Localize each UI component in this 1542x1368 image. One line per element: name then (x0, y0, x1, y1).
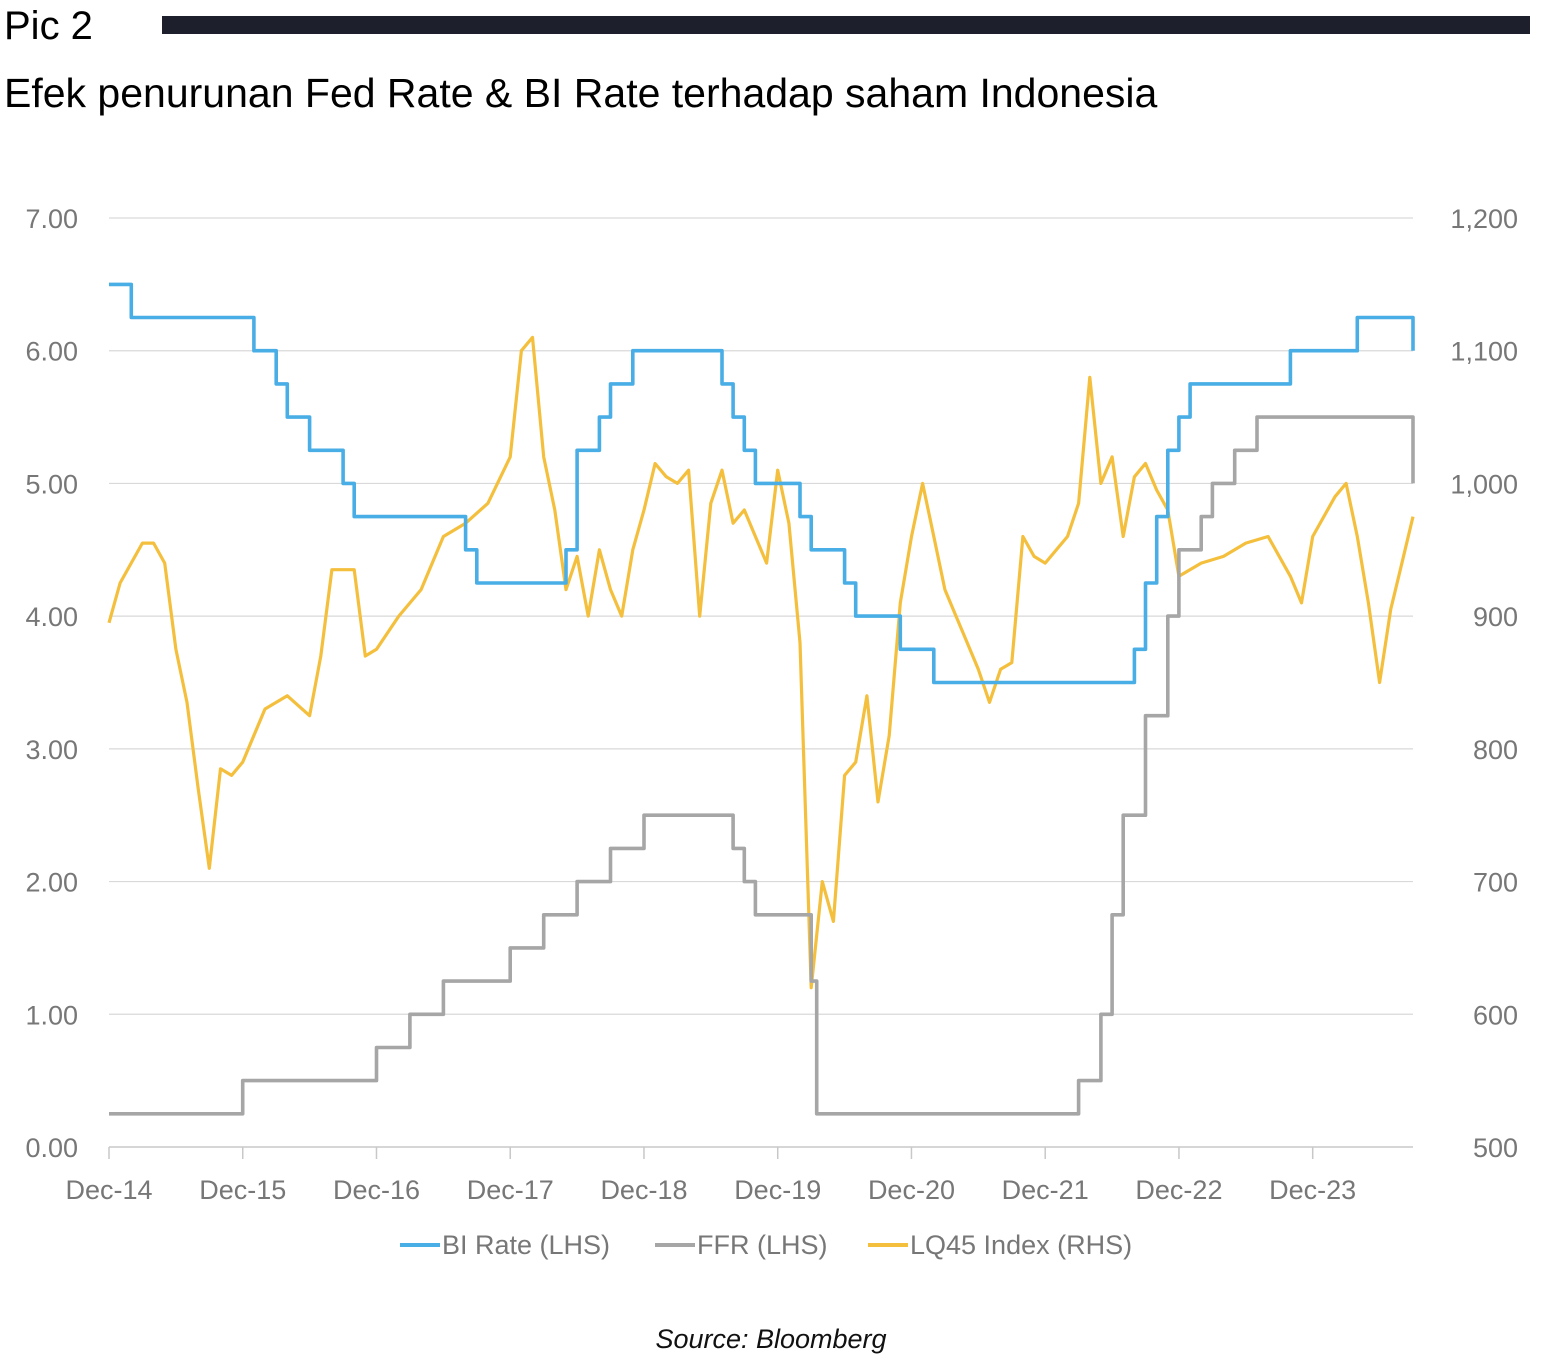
chart: 0.00 1.00 2.00 3.00 4.00 5.00 6.00 7.00 500 600 70… (25, 204, 1518, 1260)
series-line-ffr (109, 415, 1415, 1116)
x-tick-label: Dec-19 (734, 1175, 821, 1205)
y-right-tick-label: 900 (1473, 602, 1518, 632)
x-tick-label: Dec-22 (1135, 1175, 1222, 1205)
axes: 0.00 1.00 2.00 3.00 4.00 5.00 6.00 7.00 500 600 70… (25, 204, 1518, 1205)
x-tick-label: Dec-17 (467, 1175, 554, 1205)
x-tick-label: Dec-16 (333, 1175, 420, 1205)
legend-label: LQ45 Index (RHS) (910, 1230, 1132, 1260)
legend-label: BI Rate (LHS) (442, 1230, 610, 1260)
series-lines (107, 282, 1415, 1116)
series-line-bi-rate (109, 282, 1415, 685)
y-right-tick-label: 800 (1473, 735, 1518, 765)
x-tick-label: Dec-20 (868, 1175, 955, 1205)
y-left-tick-label: 6.00 (25, 337, 78, 367)
y-left-tick-label: 0.00 (25, 1133, 78, 1163)
x-tick-label: Dec-15 (199, 1175, 286, 1205)
y-right-tick-label: 700 (1473, 868, 1518, 898)
y-right-tick-label: 600 (1473, 1000, 1518, 1030)
chart-title: Efek penurunan Fed Rate & BI Rate terhad… (4, 70, 1158, 116)
y-left-tick-label: 1.00 (25, 1000, 78, 1030)
x-tick-label: Dec-18 (600, 1175, 687, 1205)
y-right-tick-label: 1,100 (1450, 337, 1518, 367)
y-left-tick-label: 3.00 (25, 735, 78, 765)
x-tick-label: Dec-23 (1269, 1175, 1356, 1205)
y-right-tick-label: 1,000 (1450, 469, 1518, 499)
y-left-tick-label: 2.00 (25, 868, 78, 898)
legend: BI Rate (LHS) FFR (LHS) LQ45 Index (RHS) (400, 1230, 1132, 1260)
gridlines (109, 217, 1413, 1015)
source-note: Source: Bloomberg (655, 1324, 887, 1354)
x-tick-label: Dec-21 (1002, 1175, 1089, 1205)
y-right-tick-label: 500 (1473, 1133, 1518, 1163)
header-rule (162, 16, 1530, 34)
x-tick-label: Dec-14 (65, 1175, 152, 1205)
y-left-tick-label: 7.00 (25, 204, 78, 234)
legend-label: FFR (LHS) (697, 1230, 828, 1260)
figure-number: Pic 2 (4, 4, 93, 48)
y-left-tick-label: 4.00 (25, 602, 78, 632)
series-line-lq45 (107, 335, 1415, 990)
y-left-tick-label: 5.00 (25, 469, 78, 499)
y-right-tick-label: 1,200 (1450, 204, 1518, 234)
